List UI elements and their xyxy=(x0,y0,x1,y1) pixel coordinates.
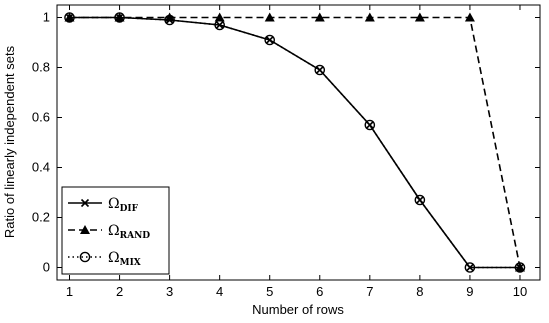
marker-stroke xyxy=(365,120,374,130)
data-point-mix xyxy=(364,119,376,131)
data-point-rand xyxy=(464,12,475,22)
x-tick-label: 8 xyxy=(416,284,423,299)
data-point-dif xyxy=(215,20,224,30)
x-tick-label: 4 xyxy=(216,284,223,299)
legend-marker-rand xyxy=(80,225,90,234)
data-point-mix xyxy=(464,262,476,273)
x-tick-label: 10 xyxy=(513,284,527,299)
x-tick-label: 5 xyxy=(266,284,273,299)
y-tick-label: 0.2 xyxy=(32,210,50,225)
legend-marker-mix xyxy=(79,251,91,263)
data-point-rand xyxy=(214,12,225,22)
legend-subscript: RAND xyxy=(120,231,151,241)
legend-entry-mix: ΩMIX xyxy=(108,250,141,268)
series-line-dif xyxy=(69,16,520,269)
y-tick-label: 0 xyxy=(43,260,50,275)
x-tick-label: 6 xyxy=(316,284,323,299)
data-point-mix xyxy=(114,12,125,23)
legend-symbol: Ω xyxy=(108,223,120,239)
marker-stroke xyxy=(215,20,224,30)
legend-entry-dif: ΩDIF xyxy=(108,196,139,214)
data-point-mix xyxy=(414,194,426,206)
series-line-rand xyxy=(69,16,521,268)
y-tick-label: 0.6 xyxy=(32,110,50,125)
legend-symbol: Ω xyxy=(108,250,120,266)
series-mix xyxy=(64,12,526,273)
x-tick-label: 2 xyxy=(116,284,123,299)
y-tick-label: 0.4 xyxy=(32,160,50,175)
x-tick-label: 9 xyxy=(466,284,473,299)
data-point-mix xyxy=(514,262,526,273)
legend-symbol: Ω xyxy=(108,196,120,212)
legend-subscript: DIF xyxy=(120,204,139,214)
legend-subscript: MIX xyxy=(120,258,141,268)
x-axis-label: Number of rows xyxy=(252,302,344,317)
legend-entry-rand: ΩRAND xyxy=(108,223,150,241)
data-point-rand xyxy=(414,12,425,22)
x-tick-label: 3 xyxy=(166,284,173,299)
data-point-rand xyxy=(364,12,375,22)
x-tick-label: 1 xyxy=(66,284,73,299)
data-point-mix xyxy=(314,64,326,76)
marker-stroke xyxy=(515,263,525,272)
x-tick-label: 7 xyxy=(366,284,373,299)
marker-stroke xyxy=(415,195,424,205)
legend-marker-dif xyxy=(80,198,90,208)
data-point-dif xyxy=(515,263,525,272)
data-point-mix xyxy=(164,14,175,26)
data-point-mix xyxy=(214,19,225,31)
data-point-rand xyxy=(314,12,325,22)
y-tick-label: 0.8 xyxy=(32,60,50,75)
axis-ticks: 1 2 3 4 5 6 7 8 9 10 0 0.2 0.4 0.6 0.8 1 xyxy=(32,5,540,299)
y-tick-label: 1 xyxy=(43,10,50,25)
y-axis-label: Ratio of linearly independent sets xyxy=(2,45,17,238)
data-point-rand xyxy=(264,12,275,22)
marker-stroke xyxy=(80,198,90,208)
data-point-mix xyxy=(64,12,75,23)
data-point-mix xyxy=(264,34,276,46)
series-layer xyxy=(64,12,526,273)
